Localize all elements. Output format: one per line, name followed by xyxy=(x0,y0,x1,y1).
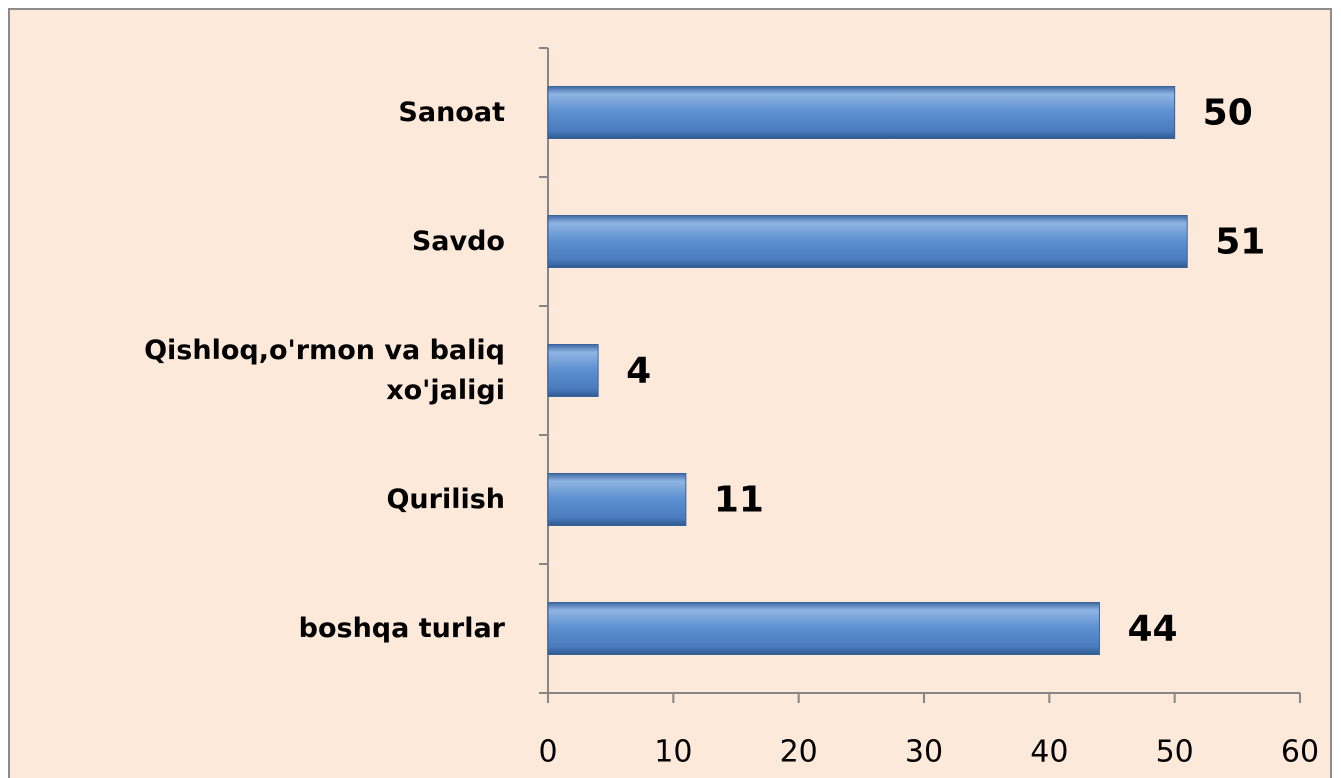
bar xyxy=(547,344,599,397)
y-tick-label: Sanoat xyxy=(398,96,505,128)
y-tick-label: Qurilish xyxy=(386,483,505,515)
x-tick-label: 10 xyxy=(654,735,692,770)
plot-area: 0 10 20 30 40 50 60 50 51 4 11 44 xyxy=(538,47,1319,770)
x-tick-label: 50 xyxy=(1156,735,1194,770)
bar xyxy=(547,602,1100,655)
value-label: 51 xyxy=(1215,222,1265,263)
x-tick-label: 40 xyxy=(1030,735,1068,770)
y-tick-label: Savdo xyxy=(411,225,505,257)
x-tick-label: 0 xyxy=(538,735,557,770)
bar xyxy=(547,473,687,526)
value-label: 50 xyxy=(1203,93,1253,134)
value-label: 44 xyxy=(1127,609,1177,650)
bar xyxy=(547,215,1188,268)
y-tick-label: boshqa turlar xyxy=(298,612,505,644)
x-tick-label: 20 xyxy=(780,735,818,770)
value-label: 11 xyxy=(714,480,764,521)
x-tick-label: 30 xyxy=(905,735,943,770)
value-label: 4 xyxy=(626,351,651,392)
x-tick-label: 60 xyxy=(1281,735,1319,770)
y-tick-label: Qishloq,o'rmon va baliq xo'jaligi xyxy=(144,334,505,406)
bar xyxy=(547,86,1176,139)
